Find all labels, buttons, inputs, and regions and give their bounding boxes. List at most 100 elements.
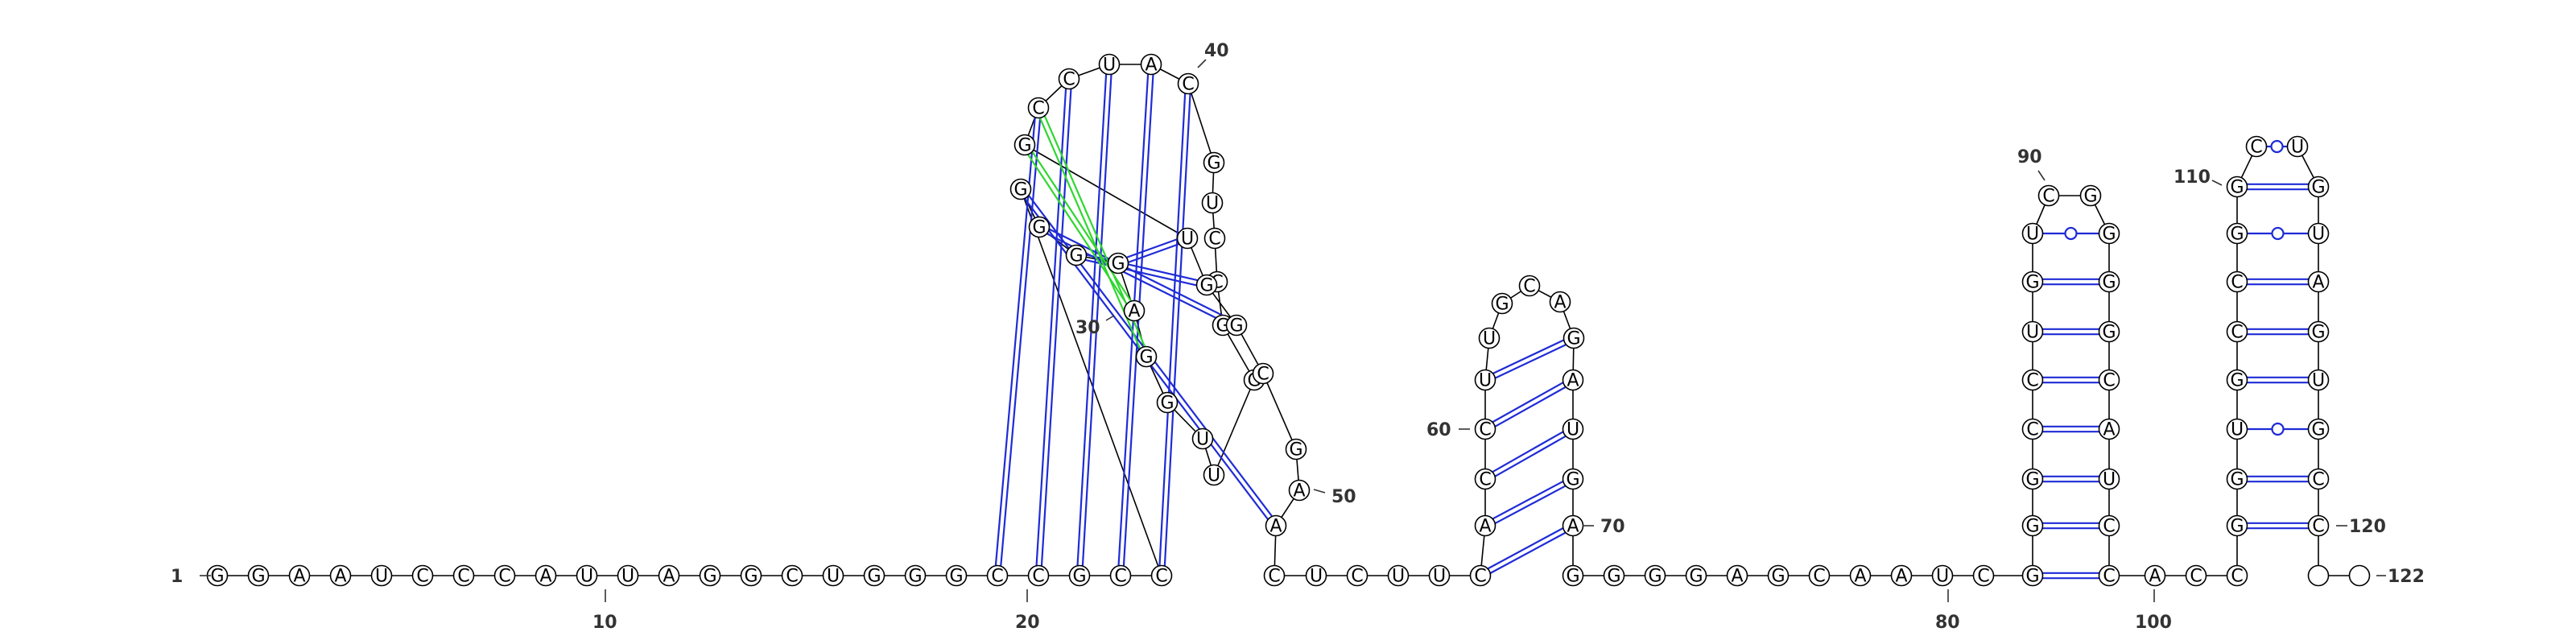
nucleotide-117: G — [2307, 320, 2330, 343]
nucleotide-circle — [1203, 464, 1225, 486]
nucleotide-letter: G — [2083, 187, 2097, 207]
nucleotide-circle — [2226, 271, 2248, 293]
nucleotide-circle — [493, 564, 516, 587]
nucleotide-letter: C — [2103, 371, 2115, 391]
nucleotide-circle — [945, 564, 968, 587]
base-pair-21-43 — [1035, 89, 1072, 566]
nucleotide-47: G — [1195, 274, 1218, 296]
nucleotide-71: A — [1562, 514, 1584, 537]
number-label-1: 1 — [171, 567, 183, 587]
nucleotide-54: U — [1305, 564, 1327, 587]
nucleotide-circle — [1156, 391, 1179, 414]
nucleotide-letter: G — [1199, 276, 1213, 296]
base-pair-62-67 — [1492, 339, 1567, 379]
nucleotide-letter: G — [2102, 323, 2116, 343]
nucleotide-circle — [411, 564, 434, 587]
nucleotide-circle — [1428, 564, 1451, 587]
nucleotide-circle — [699, 564, 721, 587]
nucleotide-circle — [535, 564, 557, 587]
nucleotide-80: A — [1890, 564, 1913, 587]
nucleotide-circle — [1387, 564, 1410, 587]
nucleotide-50: G — [1285, 438, 1307, 460]
nucleotide-circle — [329, 564, 352, 587]
gu-pair-marker — [2271, 422, 2285, 436]
nucleotide-106: U — [2226, 418, 2248, 440]
nucleotide-letter: G — [1111, 254, 1125, 275]
nucleotide-circle — [1972, 564, 1995, 587]
nucleotide-letter: G — [2230, 371, 2244, 391]
nucleotide-78: C — [1808, 564, 1831, 587]
nucleotide-letter: A — [1293, 481, 1305, 502]
nucleotide-letter: G — [2230, 517, 2244, 537]
nucleotide-circle — [1491, 292, 1513, 315]
nucleotide-circle — [1201, 192, 1224, 214]
nucleotide-circle — [1562, 418, 1584, 440]
nucleotide-letter: G — [949, 567, 963, 587]
number-label-20: 20 — [1015, 613, 1040, 633]
nucleotide-letter: U — [827, 567, 840, 587]
base-pair-58-71 — [1487, 527, 1567, 574]
base-pair-111-114 — [2247, 183, 2309, 191]
nucleotide-19: G — [945, 564, 968, 587]
nucleotide-53: C — [1263, 564, 1286, 587]
nucleotide-circle — [1478, 327, 1501, 349]
base-pair-28-46 — [1126, 238, 1179, 263]
nucleotide-letter: G — [2311, 323, 2325, 343]
nucleotide-108: C — [2226, 320, 2248, 343]
nucleotide-circle — [247, 564, 270, 587]
nucleotide-letter: C — [498, 567, 510, 587]
nucleotide-circle — [2307, 468, 2330, 490]
nucleotide-circle — [1009, 178, 1032, 200]
nucleotide-letter: A — [663, 567, 675, 587]
nucleotide-38: U — [1201, 192, 1224, 214]
nucleotide-104: G — [2226, 514, 2248, 537]
nucleotide-circle — [370, 564, 393, 587]
nucleotide-letter: G — [1032, 218, 1046, 238]
nucleotide-circle — [986, 564, 1009, 587]
nucleotide-circle — [1013, 134, 1036, 156]
nucleotide-circle — [1685, 564, 1707, 587]
number-label-122: 122 — [2388, 567, 2425, 587]
nucleotide-letter: U — [1433, 567, 1446, 587]
base-pair-87-96 — [2042, 376, 2099, 384]
nucleotide-letter: C — [1523, 277, 1535, 297]
nucleotide-circle — [1065, 244, 1088, 266]
base-pair-110-115 — [2247, 226, 2309, 241]
backbone-segment — [1213, 379, 1255, 476]
nucleotide-114: G — [2307, 176, 2330, 198]
nucleotide-letter: G — [1566, 567, 1579, 587]
nucleotide-circle — [1098, 53, 1121, 76]
gu-pair-marker — [2064, 226, 2078, 241]
nucleotide-circle — [2185, 564, 2207, 587]
nucleotide-62: U — [1474, 369, 1496, 391]
nucleotide-letter: C — [1257, 365, 1269, 385]
nucleotide-circle — [2226, 564, 2248, 587]
nucleotide-letter: U — [1103, 56, 1116, 76]
nucleotide-83: G — [2021, 564, 2044, 587]
number-label-10: 10 — [592, 613, 617, 633]
nucleotide-letter: G — [1289, 440, 1302, 460]
nucleotide-circle — [2226, 222, 2248, 245]
nucleotide-circle — [2226, 320, 2248, 343]
nucleotide-4: A — [329, 564, 352, 587]
nucleotide-circle — [863, 564, 886, 587]
number-label-30: 30 — [1075, 318, 1100, 338]
nucleotide-circle — [2307, 222, 2330, 245]
nucleotide-65: C — [1518, 275, 1541, 297]
tick-30 — [1105, 315, 1115, 321]
nucleotide-122 — [2307, 564, 2330, 587]
nucleotide-96: C — [2098, 369, 2120, 391]
nucleotide-letter: G — [1018, 136, 1031, 156]
nucleotide-circle — [1195, 274, 1218, 296]
nucleotide-20: C — [986, 564, 1009, 587]
nucleotide-circle — [1474, 514, 1496, 537]
nucleotide-46: U — [1176, 227, 1199, 250]
nucleotide-circle — [1135, 345, 1158, 368]
tick-90 — [2037, 170, 2046, 181]
nucleotide-letter: C — [2042, 187, 2054, 207]
nucleotide-70: G — [1562, 468, 1584, 490]
nucleotide-letter: U — [375, 567, 388, 587]
nucleotide-letter: C — [2190, 567, 2202, 587]
nucleotide-letter: G — [2102, 273, 2116, 293]
